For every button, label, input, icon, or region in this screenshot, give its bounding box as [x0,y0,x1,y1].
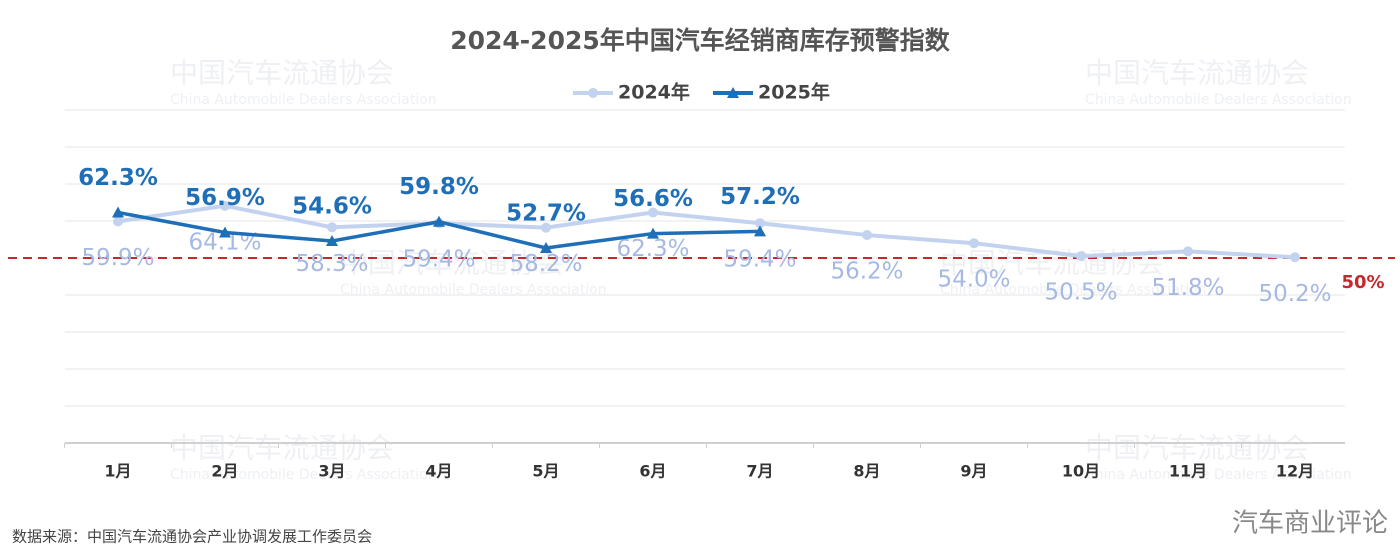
data-label: 58.2% [509,251,582,277]
x-tick-label: 3月 [318,462,345,481]
x-tick-label: 10月 [1062,462,1100,481]
corner-watermark: 汽车商业评论 [1232,509,1388,539]
point [648,207,658,218]
data-label: 56.6% [613,186,693,212]
data-label: 50.2% [1258,281,1331,307]
reference-label: 50% [1341,272,1384,293]
x-tick-label: 12月 [1276,462,1314,481]
watermark: China Automobile Dealers Association [1085,467,1352,483]
watermark: 中国汽车流通协会 [1085,432,1309,465]
data-label: 58.3% [295,251,368,277]
watermark: China Automobile Dealers Association [170,467,437,483]
legend-marker [588,88,598,98]
watermark: 中国汽车流通协会 [340,247,564,280]
series-line [117,203,1296,260]
point [433,215,445,227]
watermark: 中国汽车流通协会 [170,432,394,465]
watermark: China Automobile Dealers Association [1085,92,1352,108]
point [112,206,124,218]
point [326,234,338,246]
x-tick-label: 1月 [104,462,131,481]
legend-marker [727,87,739,98]
watermark: China Automobile Dealers Association [170,92,437,108]
data-label: 51.8% [1151,275,1224,301]
source-note: 数据来源：中国汽车流通协会产业协调发展工作委员会 [12,528,372,546]
data-label: 62.3% [78,165,158,191]
x-tick-label: 7月 [746,462,773,481]
data-label: 52.7% [506,201,586,227]
data-label: 56.2% [830,259,903,285]
point [1183,246,1193,257]
watermark: China Automobile Dealers Association [940,282,1207,298]
x-tick-label: 5月 [532,462,559,481]
data-label: 59.9% [81,245,154,271]
point [220,200,230,211]
legend-label: 2025年 [758,81,830,104]
data-label: 59.4% [723,247,796,273]
x-tick-label: 9月 [960,462,987,481]
point [1290,252,1300,263]
watermark: China Automobile Dealers Association [340,282,607,298]
point [647,227,659,239]
data-label: 54.0% [937,267,1010,293]
point [219,226,231,238]
data-label: 59.4% [402,247,475,273]
watermark: 中国汽车流通协会 [170,57,394,90]
x-tick-label: 6月 [639,462,666,481]
point [862,230,872,241]
point [113,216,123,227]
point [1076,251,1086,262]
legend-label: 2024年 [618,81,690,104]
point [327,222,337,233]
point [755,218,765,229]
point [541,222,551,233]
x-tick-label: 11月 [1169,462,1207,481]
data-label: 57.2% [720,184,800,210]
x-tick-label: 8月 [853,462,880,481]
chart-title: 2024-2025年中国汽车经销商库存预警指数 [450,26,951,55]
data-label: 62.3% [616,236,689,262]
point [540,242,552,254]
point [969,238,979,249]
point [754,225,766,237]
data-label: 56.9% [185,185,265,211]
watermark: 中国汽车流通协会 [1085,57,1309,90]
data-label: 50.5% [1044,280,1117,306]
x-tick-label: 4月 [425,462,452,481]
data-label: 59.8% [399,174,479,200]
data-label: 54.6% [292,193,372,219]
x-tick-label: 2月 [211,462,238,481]
